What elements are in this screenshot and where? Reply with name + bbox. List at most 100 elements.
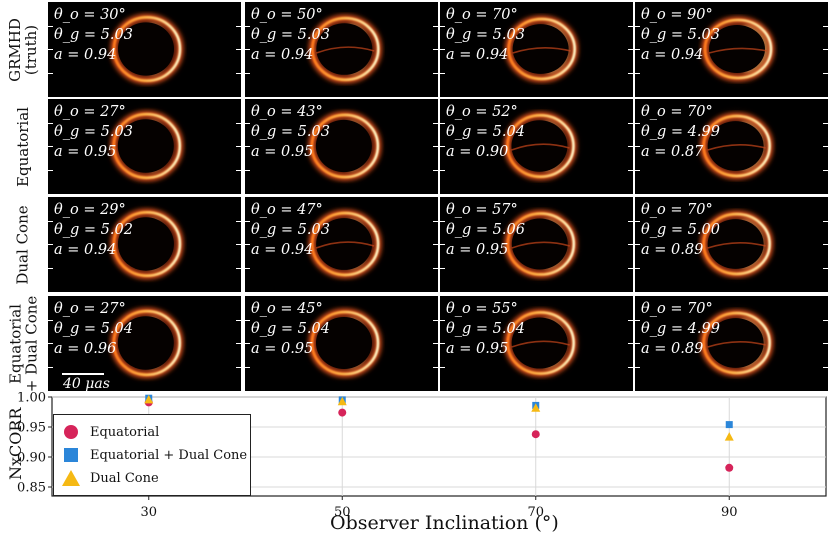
panel-parameters: θ_o = 70° θ_g = 4.99 a = 0.87 bbox=[641, 102, 720, 162]
axis-tick bbox=[628, 268, 633, 269]
scale-bar bbox=[62, 373, 104, 375]
axis-tick bbox=[236, 367, 241, 368]
x-tick-label: 50 bbox=[334, 505, 351, 520]
parameter-line: θ_o = 43° bbox=[251, 104, 323, 120]
axis-tick bbox=[440, 367, 445, 368]
panel-parameters: θ_o = 52° θ_g = 5.04 a = 0.90 bbox=[446, 102, 525, 162]
legend-item-dual: Dual Cone bbox=[62, 469, 159, 487]
eq-dual-point bbox=[725, 421, 733, 429]
parameter-line: θ_g = 5.03 bbox=[251, 124, 330, 140]
parameter-line: θ_g = 5.03 bbox=[251, 222, 330, 238]
axis-tick bbox=[433, 221, 438, 222]
axis-tick bbox=[635, 244, 640, 245]
image-panel: θ_o = 70° θ_g = 5.00 a = 0.89 bbox=[635, 197, 828, 292]
parameter-line: a = 0.96 bbox=[54, 341, 117, 357]
axis-tick bbox=[236, 49, 241, 50]
axis-tick bbox=[635, 26, 640, 27]
image-panel: θ_o = 57° θ_g = 5.06 a = 0.95 bbox=[440, 197, 633, 292]
x-tick-label: 90 bbox=[721, 505, 738, 520]
dual-cone-point bbox=[531, 403, 541, 412]
x-axis-label: Observer Inclination (°) bbox=[330, 512, 559, 534]
y-tick-label: 0.95 bbox=[17, 421, 46, 436]
parameter-line: a = 0.90 bbox=[446, 144, 509, 160]
axis-tick bbox=[48, 343, 53, 344]
image-panel: θ_o = 27° θ_g = 5.04 a = 0.96 bbox=[48, 296, 241, 391]
axis-tick bbox=[823, 367, 828, 368]
axis-tick bbox=[823, 221, 828, 222]
parameter-line: a = 0.94 bbox=[641, 47, 704, 63]
parameter-line: θ_o = 70° bbox=[446, 7, 518, 23]
axis-tick bbox=[823, 49, 828, 50]
row-label: GRMHD (truth) bbox=[0, 2, 46, 97]
axis-tick bbox=[635, 221, 640, 222]
axis-tick bbox=[236, 343, 241, 344]
axis-tick bbox=[236, 170, 241, 171]
black-hole-image bbox=[440, 2, 633, 97]
parameter-line: θ_g = 4.99 bbox=[641, 124, 720, 140]
axis-tick bbox=[48, 146, 53, 147]
axis-tick bbox=[48, 320, 53, 321]
image-panel: θ_o = 29° θ_g = 5.02 a = 0.94 bbox=[48, 197, 241, 292]
panel-parameters: θ_o = 55° θ_g = 5.04 a = 0.95 bbox=[446, 299, 525, 359]
axis-tick bbox=[245, 26, 250, 27]
axis-tick bbox=[823, 73, 828, 74]
parameter-line: θ_g = 5.04 bbox=[446, 321, 525, 337]
black-hole-image bbox=[635, 296, 828, 391]
axis-tick bbox=[48, 49, 53, 50]
axis-tick bbox=[245, 170, 250, 171]
parameter-line: θ_o = 30° bbox=[54, 7, 126, 23]
panel-parameters: θ_o = 90° θ_g = 5.03 a = 0.94 bbox=[641, 5, 720, 65]
axis-tick bbox=[440, 221, 445, 222]
parameter-line: θ_o = 47° bbox=[251, 202, 323, 218]
axis-tick bbox=[635, 73, 640, 74]
parameter-line: a = 0.89 bbox=[641, 341, 704, 357]
row-label-text: Equatorial + Dual Cone bbox=[6, 295, 41, 392]
parameter-line: θ_o = 50° bbox=[251, 7, 323, 23]
parameter-line: θ_g = 5.04 bbox=[251, 321, 330, 337]
image-panel: θ_o = 47° θ_g = 5.03 a = 0.94 bbox=[245, 197, 438, 292]
axis-tick bbox=[433, 320, 438, 321]
dual-cone-point bbox=[337, 396, 347, 406]
axis-tick bbox=[236, 221, 241, 222]
axis-tick bbox=[245, 221, 250, 222]
black-hole-image bbox=[48, 2, 241, 97]
axis-tick bbox=[628, 49, 633, 50]
black-hole-image bbox=[48, 296, 241, 391]
y-tick-label: 1.00 bbox=[17, 392, 46, 406]
parameter-line: a = 0.94 bbox=[54, 242, 117, 258]
parameter-line: θ_o = 29° bbox=[54, 202, 126, 218]
panel-parameters: θ_o = 29° θ_g = 5.02 a = 0.94 bbox=[54, 200, 133, 260]
parameter-line: θ_o = 52° bbox=[446, 104, 518, 120]
axis-tick bbox=[48, 170, 53, 171]
image-panel: θ_o = 70° θ_g = 5.03 a = 0.94 bbox=[440, 2, 633, 97]
parameter-line: a = 0.87 bbox=[641, 144, 704, 160]
axis-tick bbox=[628, 343, 633, 344]
black-hole-image bbox=[48, 197, 241, 292]
axis-tick bbox=[823, 170, 828, 171]
axis-tick bbox=[245, 244, 250, 245]
panel-parameters: θ_o = 30° θ_g = 5.03 a = 0.94 bbox=[54, 5, 133, 65]
parameter-line: θ_o = 55° bbox=[446, 301, 518, 317]
panel-parameters: θ_o = 70° θ_g = 5.00 a = 0.89 bbox=[641, 200, 720, 260]
image-panel: θ_o = 70° θ_g = 4.99 a = 0.87 bbox=[635, 99, 828, 194]
axis-tick bbox=[48, 123, 53, 124]
axis-tick bbox=[628, 221, 633, 222]
parameter-line: θ_o = 57° bbox=[446, 202, 518, 218]
parameter-line: a = 0.95 bbox=[446, 341, 509, 357]
axis-tick bbox=[245, 49, 250, 50]
parameter-line: θ_g = 5.06 bbox=[446, 222, 525, 238]
x-tick-label: 30 bbox=[140, 505, 157, 520]
parameter-line: θ_o = 27° bbox=[54, 301, 126, 317]
axis-tick bbox=[245, 123, 250, 124]
triangle-marker-icon bbox=[62, 469, 80, 487]
axis-tick bbox=[245, 146, 250, 147]
legend-label: Dual Cone bbox=[90, 470, 159, 486]
y-tick-label: 0.90 bbox=[17, 451, 46, 466]
black-hole-image bbox=[245, 2, 438, 97]
axis-tick bbox=[440, 146, 445, 147]
equatorial-point bbox=[531, 430, 540, 439]
axis-tick bbox=[823, 343, 828, 344]
axis-tick bbox=[635, 320, 640, 321]
axis-tick bbox=[236, 26, 241, 27]
axis-tick bbox=[635, 367, 640, 368]
